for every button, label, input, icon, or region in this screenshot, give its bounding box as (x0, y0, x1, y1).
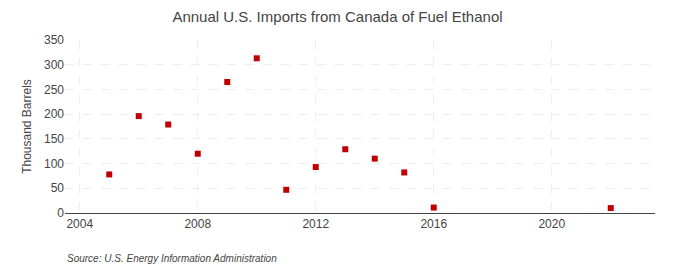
svg-text:2020: 2020 (538, 217, 565, 231)
svg-text:2008: 2008 (184, 217, 211, 231)
svg-text:Source: U.S. Energy Informatio: Source: U.S. Energy Information Administ… (67, 253, 277, 264)
svg-text:300: 300 (44, 58, 64, 72)
svg-text:2012: 2012 (302, 217, 329, 231)
svg-text:0: 0 (57, 206, 64, 220)
svg-text:250: 250 (44, 83, 64, 97)
svg-text:2016: 2016 (420, 217, 447, 231)
svg-text:100: 100 (44, 157, 64, 171)
svg-text:350: 350 (44, 33, 64, 47)
svg-text:50: 50 (51, 181, 65, 195)
svg-text:2004: 2004 (66, 217, 93, 231)
svg-text:200: 200 (44, 107, 64, 121)
svg-text:Annual U.S. Imports from Canad: Annual U.S. Imports from Canada of Fuel … (172, 8, 502, 25)
svg-text:150: 150 (44, 132, 64, 146)
svg-text:Thousand Barrels: Thousand Barrels (20, 79, 34, 174)
